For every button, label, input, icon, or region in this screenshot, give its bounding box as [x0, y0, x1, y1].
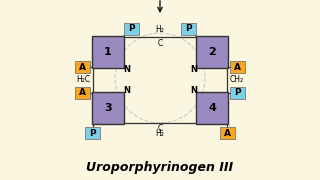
Polygon shape — [92, 93, 124, 123]
Text: C: C — [157, 39, 163, 48]
FancyBboxPatch shape — [124, 23, 139, 35]
Polygon shape — [196, 93, 228, 123]
Text: H₂: H₂ — [156, 25, 164, 34]
Text: P: P — [128, 24, 135, 33]
Text: N: N — [123, 65, 130, 74]
Text: CH₂: CH₂ — [229, 75, 244, 84]
Text: H₂C: H₂C — [76, 75, 91, 84]
Text: P: P — [234, 88, 241, 97]
FancyBboxPatch shape — [181, 23, 196, 35]
Text: A: A — [79, 63, 86, 72]
Text: 1: 1 — [104, 47, 112, 57]
Text: A: A — [79, 88, 86, 97]
Text: N: N — [190, 65, 197, 74]
FancyBboxPatch shape — [75, 87, 90, 99]
Polygon shape — [196, 36, 228, 68]
Text: N: N — [190, 86, 197, 95]
Text: 3: 3 — [104, 103, 112, 113]
FancyBboxPatch shape — [230, 87, 245, 99]
Text: 4: 4 — [208, 103, 216, 113]
Text: A: A — [224, 129, 231, 138]
Text: P: P — [89, 129, 96, 138]
Text: C: C — [157, 124, 163, 133]
FancyBboxPatch shape — [230, 61, 245, 73]
Text: P: P — [185, 24, 192, 33]
Polygon shape — [92, 36, 124, 68]
Text: 2: 2 — [208, 47, 216, 57]
FancyBboxPatch shape — [220, 127, 235, 139]
Text: A: A — [234, 63, 241, 72]
FancyBboxPatch shape — [85, 127, 100, 139]
Text: N: N — [123, 86, 130, 95]
Text: Uroporphyrinogen III: Uroporphyrinogen III — [86, 161, 234, 174]
Text: H₂: H₂ — [156, 129, 164, 138]
FancyBboxPatch shape — [75, 61, 90, 73]
